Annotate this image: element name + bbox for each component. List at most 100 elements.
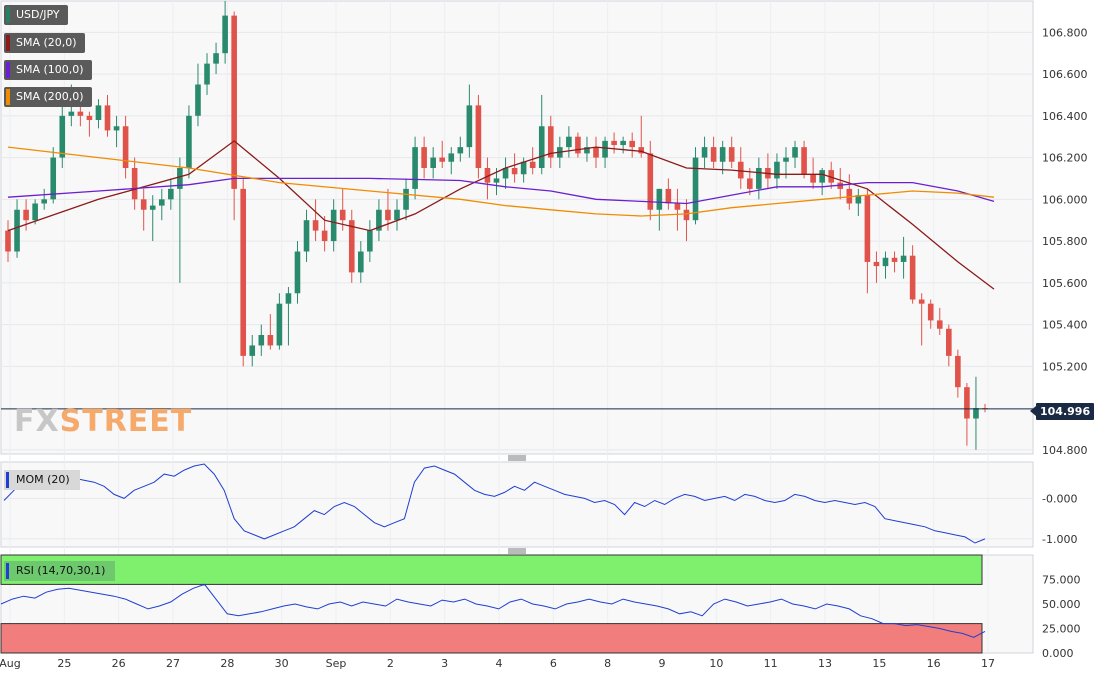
rsi-tick-label: 0.000 <box>1042 647 1074 660</box>
legend-swatch <box>6 472 9 488</box>
price-tick-label: 105.600 <box>1042 277 1088 290</box>
candle-body <box>122 126 129 169</box>
x-tick-label: Aug <box>0 657 21 670</box>
legend-sma200[interactable]: SMA (200,0) <box>4 87 92 107</box>
x-tick-label: Sep <box>326 657 347 670</box>
candle-body <box>855 195 862 204</box>
price-tick-label: 105.400 <box>1042 319 1088 332</box>
sma-line <box>7 177 995 205</box>
x-tick-label: 8 <box>604 657 611 670</box>
candle-body <box>692 157 699 221</box>
candle-body <box>611 140 617 146</box>
candle-body <box>882 257 889 267</box>
x-tick-label: 13 <box>818 657 832 670</box>
candle-body <box>158 199 165 206</box>
candle-body <box>385 209 391 221</box>
candle-body <box>566 136 572 148</box>
legend-swatch <box>6 89 10 105</box>
candle-body <box>964 387 970 419</box>
candle-body <box>376 209 382 231</box>
candle-body <box>575 136 581 154</box>
candle-body <box>783 157 789 162</box>
candle-body <box>249 345 256 356</box>
candle-body <box>231 15 237 189</box>
rsi-line <box>0 583 986 638</box>
x-tick-label: 3 <box>441 657 448 670</box>
candle-body <box>412 147 418 189</box>
x-tick-label: 2 <box>387 657 394 670</box>
price-tick-label: 106.400 <box>1042 110 1088 123</box>
candle-body <box>719 147 726 162</box>
candle-body <box>149 205 156 210</box>
panel-splitter[interactable] <box>508 455 526 461</box>
candle-body <box>68 111 75 116</box>
legend-rsi[interactable]: RSI (14,70,30,1) <box>4 561 116 581</box>
candle-body <box>810 174 816 183</box>
x-tick-label: 26 <box>112 657 126 670</box>
candle-body <box>213 53 219 64</box>
candle-body <box>475 105 482 169</box>
candle-body <box>394 209 400 221</box>
candle-body <box>5 230 11 252</box>
candle-body <box>511 168 518 175</box>
legend-momentum[interactable]: MOM (20) <box>4 470 80 490</box>
candle-body <box>656 188 663 210</box>
candle-body <box>873 261 880 267</box>
candle-body <box>140 199 147 210</box>
candle-body <box>973 408 979 419</box>
candle-body <box>520 161 527 175</box>
candle-body <box>710 147 717 162</box>
panel-splitter[interactable] <box>508 548 526 554</box>
candle-body <box>294 251 301 294</box>
legend-swatch <box>6 35 10 51</box>
candle-body <box>186 115 192 169</box>
candle-body <box>312 220 319 231</box>
x-tick-label: 10 <box>709 657 723 670</box>
legend-sma20[interactable]: SMA (20,0) <box>4 33 85 53</box>
x-tick-label: 25 <box>57 657 71 670</box>
momentum-line <box>3 463 986 544</box>
candle-body <box>828 170 835 183</box>
candle-body <box>946 328 952 356</box>
x-tick-label: 17 <box>981 657 995 670</box>
candle-body <box>285 293 292 304</box>
candle-body <box>756 168 762 189</box>
candle-body <box>955 355 961 388</box>
candle-body <box>900 255 907 262</box>
candle-body <box>14 209 20 252</box>
candle-body <box>113 126 120 131</box>
x-tick-label: 28 <box>220 657 234 670</box>
momentum-tick-label: -1.000 <box>1042 533 1077 546</box>
candle-body <box>276 303 283 346</box>
rsi-tick-label: 50.000 <box>1042 598 1081 611</box>
candle-body <box>792 147 798 158</box>
candle-body <box>403 188 409 210</box>
candle-body <box>23 209 29 221</box>
candle-body <box>502 168 509 179</box>
candle-body <box>584 147 590 154</box>
candle-body <box>638 147 645 154</box>
candle-body <box>927 303 934 321</box>
candle-body <box>909 255 916 300</box>
x-tick-label: 30 <box>275 657 289 670</box>
x-tick-label: 4 <box>496 657 503 670</box>
price-panel <box>0 0 1034 455</box>
price-tick-label: 105.200 <box>1042 360 1088 373</box>
candle-body <box>593 147 599 158</box>
rsi-tick-label: 25.000 <box>1042 623 1081 636</box>
legend-swatch <box>6 7 10 23</box>
candle-body <box>168 188 174 200</box>
price-tick-label: 106.200 <box>1042 152 1088 165</box>
legend-symbol[interactable]: USD/JPY <box>4 5 68 25</box>
candle-body <box>484 168 491 183</box>
candle-body <box>240 188 247 356</box>
price-tick-label: 106.800 <box>1042 26 1088 39</box>
candle-body <box>602 140 608 158</box>
legend-sma100[interactable]: SMA (100,0) <box>4 60 92 80</box>
candle-body <box>466 105 473 148</box>
candle-body <box>339 209 346 221</box>
candle-body <box>421 147 427 169</box>
candle-body <box>50 157 57 200</box>
candle-body <box>701 147 708 158</box>
